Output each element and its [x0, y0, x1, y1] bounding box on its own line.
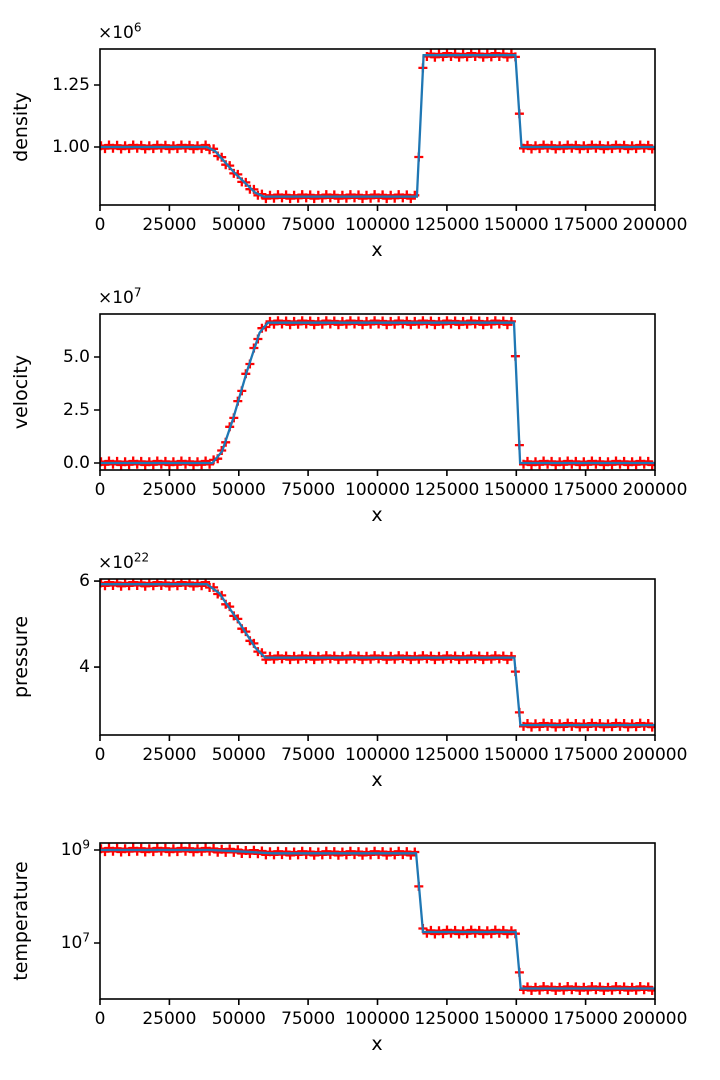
y-tick-label-temperature-109: 109 [0, 837, 90, 861]
x-tick-label-density-150000: 150000 [483, 215, 549, 235]
tick-marks-pressure [94, 580, 656, 741]
offset-exponent: 7 [133, 285, 142, 300]
line-density-solution [100, 54, 655, 198]
offset-exponent: 6 [133, 20, 142, 35]
x-tick-label-temperature-150000: 150000 [483, 1009, 549, 1029]
x-tick-label-pressure-25000: 25000 [142, 745, 197, 765]
y-tick-label-temperature-107: 107 [0, 930, 90, 954]
x-tick-label-temperature-75000: 75000 [281, 1009, 336, 1029]
y-tick-label-velocity-5.0: 5.0 [62, 347, 90, 368]
y-tick-label-density-1.25: 1.25 [52, 74, 90, 95]
x-tick-label-density-175000: 175000 [553, 215, 619, 235]
x-tick-label-density-25000: 25000 [142, 215, 197, 235]
x-tick-label-velocity-200000: 200000 [622, 480, 688, 500]
x-axis-label-panel1: x [371, 239, 383, 261]
tick-exponent: 9 [82, 837, 90, 852]
y-tick-label-density-1.00: 1.00 [52, 136, 90, 157]
x-tick-label-velocity-50000: 50000 [211, 480, 266, 500]
offset-base: ×10 [98, 23, 134, 43]
x-axis-label-panel3: x [371, 769, 383, 791]
y-axis-label-density: density [10, 92, 32, 162]
x-tick-label-velocity-75000: 75000 [281, 480, 336, 500]
x-tick-label-pressure-0: 0 [94, 745, 106, 765]
x-axis-label-panel4: x [371, 1033, 383, 1055]
axes-frame-density [99, 48, 656, 206]
y-tick-label-velocity-0.0: 0.0 [62, 453, 90, 473]
markers-velocity-numerical [100, 316, 655, 470]
tick-marks-temperature [94, 849, 656, 1005]
tick-marks-density [94, 84, 656, 211]
x-axis-label-panel2: x [371, 504, 383, 526]
x-tick-label-temperature-50000: 50000 [211, 1009, 266, 1029]
x-tick-label-pressure-50000: 50000 [211, 745, 266, 765]
x-tick-label-pressure-175000: 175000 [553, 745, 619, 765]
x-tick-label-density-50000: 50000 [211, 215, 266, 235]
x-tick-label-temperature-125000: 125000 [414, 1009, 480, 1029]
x-tick-label-pressure-125000: 125000 [414, 745, 480, 765]
line-temperature-solution [100, 848, 655, 990]
y-axis-offset-pressure: ×1022 [98, 550, 150, 573]
x-tick-label-velocity-25000: 25000 [142, 480, 197, 500]
markers-density-numerical [100, 49, 655, 204]
x-tick-label-density-75000: 75000 [281, 215, 336, 235]
y-axis-offset-density: ×106 [98, 20, 142, 43]
y-tick-label-pressure-6: 6 [79, 571, 90, 592]
x-tick-label-pressure-75000: 75000 [281, 745, 336, 765]
offset-exponent: 22 [133, 550, 150, 565]
x-tick-label-temperature-175000: 175000 [553, 1009, 619, 1029]
x-tick-label-density-125000: 125000 [414, 215, 480, 235]
markers-temperature-numerical [100, 843, 655, 995]
x-tick-label-density-100000: 100000 [345, 215, 410, 235]
x-tick-label-pressure-150000: 150000 [483, 745, 549, 765]
line-pressure-solution [100, 583, 655, 727]
x-tick-label-velocity-100000: 100000 [345, 480, 410, 500]
axes-frame-velocity [99, 313, 656, 471]
y-axis-offset-velocity: ×107 [98, 285, 142, 308]
x-tick-label-pressure-200000: 200000 [622, 745, 688, 765]
tick-base: 10 [60, 839, 83, 860]
tick-exponent: 7 [82, 930, 90, 945]
axes-frame-temperature [99, 842, 656, 1000]
offset-base: ×10 [98, 553, 134, 573]
x-tick-label-velocity-150000: 150000 [483, 480, 549, 500]
x-tick-label-temperature-0: 0 [94, 1009, 106, 1029]
y-tick-label-velocity-2.5: 2.5 [62, 400, 90, 421]
tick-base: 10 [60, 932, 83, 953]
x-tick-label-density-200000: 200000 [622, 215, 688, 235]
y-tick-label-pressure-4: 4 [79, 657, 90, 678]
x-tick-label-velocity-175000: 175000 [553, 480, 619, 500]
x-tick-label-temperature-25000: 25000 [142, 1009, 197, 1029]
x-tick-label-temperature-100000: 100000 [345, 1009, 410, 1029]
tick-marks-velocity [94, 356, 656, 476]
x-tick-label-velocity-0: 0 [94, 480, 106, 500]
markers-pressure-numerical [100, 579, 655, 732]
x-tick-label-velocity-125000: 125000 [414, 480, 480, 500]
line-velocity-solution [100, 321, 655, 465]
offset-base: ×10 [98, 288, 134, 308]
x-tick-label-temperature-200000: 200000 [622, 1009, 688, 1029]
x-tick-label-density-0: 0 [94, 215, 106, 235]
x-tick-label-pressure-100000: 100000 [345, 745, 410, 765]
